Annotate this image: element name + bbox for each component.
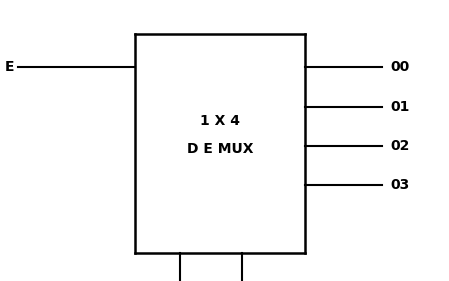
Text: 1 X 4: 1 X 4 (200, 114, 240, 128)
Text: 03: 03 (391, 178, 410, 192)
Text: 00: 00 (391, 60, 410, 74)
Text: 01: 01 (391, 100, 410, 114)
Text: 02: 02 (391, 139, 410, 153)
Text: E: E (4, 60, 14, 74)
Text: D E MUX: D E MUX (187, 142, 253, 156)
